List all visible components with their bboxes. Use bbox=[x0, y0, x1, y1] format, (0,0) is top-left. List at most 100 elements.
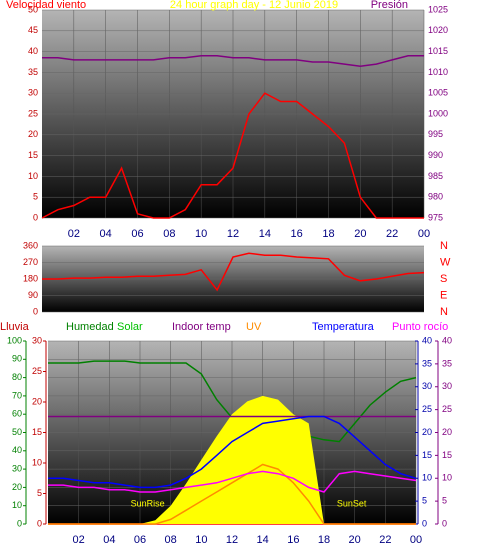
y-tick-label: 25 bbox=[28, 108, 38, 118]
y3-tick-label: 15 bbox=[32, 427, 42, 437]
x-tick-label: 16 bbox=[291, 228, 303, 240]
y-tick-label: 180 bbox=[23, 273, 38, 283]
y-axis-title: Velocidad viento bbox=[6, 0, 86, 11]
y-tick-label: 0 bbox=[17, 518, 22, 528]
y2-tick-label: N bbox=[440, 306, 448, 318]
line bbox=[48, 415, 417, 489]
y-tick-label: 30 bbox=[28, 88, 38, 98]
legend-entry: Solar bbox=[117, 321, 143, 333]
y2-tick-label: 985 bbox=[428, 171, 443, 181]
legend-entry: Punto rocío bbox=[392, 321, 448, 333]
annotation: SunSet bbox=[337, 498, 367, 508]
y2-tick-label: 15 bbox=[422, 450, 432, 460]
y-tick-label: 20 bbox=[28, 129, 38, 139]
y2-tick-label: 1015 bbox=[428, 46, 448, 56]
y-tick-label: 90 bbox=[12, 354, 22, 364]
y2-tick-label: 10 bbox=[422, 473, 432, 483]
y2-tick-label: S bbox=[440, 273, 447, 285]
y3-tick-label: 25 bbox=[32, 366, 42, 376]
y-tick-label: 360 bbox=[23, 240, 38, 250]
y2-tick-label: 1025 bbox=[428, 4, 448, 14]
y2-tick-label: 15 bbox=[442, 450, 452, 460]
x-tick-label: 22 bbox=[379, 534, 391, 546]
x-tick-label: 18 bbox=[318, 534, 330, 546]
x-tick-label: 04 bbox=[100, 228, 112, 240]
annotation: SunRise bbox=[131, 498, 165, 508]
line bbox=[41, 92, 424, 219]
x-tick-label: 18 bbox=[322, 228, 334, 240]
y2-tick-label: E bbox=[440, 289, 447, 301]
y-tick-label: 270 bbox=[23, 257, 38, 267]
y2-tick-label: 0 bbox=[422, 518, 427, 528]
y2-tick-label: 25 bbox=[442, 404, 452, 414]
y2-tick-label: 1005 bbox=[428, 88, 448, 98]
x-tick-label: 12 bbox=[227, 228, 239, 240]
y-tick-label: 50 bbox=[12, 427, 22, 437]
y2-tick-label: 30 bbox=[442, 381, 452, 391]
y2-tick-label: W bbox=[440, 256, 451, 268]
y3-tick-label: 20 bbox=[32, 396, 42, 406]
x-tick-label: 08 bbox=[165, 534, 177, 546]
y-tick-label: 20 bbox=[12, 482, 22, 492]
x-tick-label: 10 bbox=[195, 534, 207, 546]
y2-tick-label: 35 bbox=[422, 358, 432, 368]
y2-tick-label: 10 bbox=[442, 473, 452, 483]
y-tick-label: 80 bbox=[12, 372, 22, 382]
x-tick-label: 10 bbox=[195, 228, 207, 240]
x-tick-label: 14 bbox=[259, 228, 271, 240]
y2-tick-label: 975 bbox=[428, 212, 443, 222]
y2-tick-label: 40 bbox=[422, 335, 432, 345]
y-tick-label: 40 bbox=[12, 445, 22, 455]
y2-tick-label: 990 bbox=[428, 150, 443, 160]
x-tick-label: 22 bbox=[386, 228, 398, 240]
line bbox=[48, 470, 417, 493]
line bbox=[42, 55, 424, 67]
y-tick-label: 90 bbox=[28, 290, 38, 300]
line bbox=[42, 252, 425, 292]
x-tick-label: 06 bbox=[131, 228, 143, 240]
y2-tick-label: 30 bbox=[422, 381, 432, 391]
y2-tick-label: 5 bbox=[442, 496, 447, 506]
y-tick-label: 60 bbox=[12, 409, 22, 419]
legend-entry: Temperatura bbox=[312, 321, 375, 333]
x-tick-label: 12 bbox=[226, 534, 238, 546]
x-tick-label: 08 bbox=[163, 228, 175, 240]
y2-tick-label: 25 bbox=[422, 404, 432, 414]
legend-entry: Indoor temp bbox=[172, 321, 231, 333]
legend-entry: Humedad bbox=[66, 321, 114, 333]
y2-tick-label: 1010 bbox=[428, 67, 448, 77]
y-tick-label: 5 bbox=[33, 192, 38, 202]
line bbox=[48, 463, 416, 525]
y3-tick-label: 5 bbox=[37, 488, 42, 498]
y3-tick-label: 10 bbox=[32, 457, 42, 467]
legend-entry: Lluvia bbox=[0, 321, 30, 333]
chart-title: 24 hour graph day - 12 Junio 2019 bbox=[170, 0, 338, 11]
area bbox=[48, 395, 416, 524]
y-tick-label: 10 bbox=[28, 171, 38, 181]
y-tick-label: 45 bbox=[28, 25, 38, 35]
y-tick-label: 30 bbox=[12, 463, 22, 473]
y-tick-label: 70 bbox=[12, 390, 22, 400]
legend-entry: UV bbox=[246, 321, 262, 333]
y2-tick-label: 1020 bbox=[428, 25, 448, 35]
y2-tick-label: 35 bbox=[442, 358, 452, 368]
y3-tick-label: 30 bbox=[32, 335, 42, 345]
x-tick-label: 14 bbox=[257, 534, 269, 546]
y2-tick-label: 980 bbox=[428, 192, 443, 202]
x-tick-label: 06 bbox=[134, 534, 146, 546]
x-tick-label: 00 bbox=[418, 228, 430, 240]
y-tick-label: 35 bbox=[28, 67, 38, 77]
x-tick-label: 02 bbox=[73, 534, 85, 546]
x-tick-label: 02 bbox=[68, 228, 80, 240]
y2-tick-label: 1000 bbox=[428, 108, 448, 118]
y3-tick-label: 0 bbox=[37, 518, 42, 528]
y2-tick-label: 40 bbox=[442, 335, 452, 345]
y-tick-label: 10 bbox=[12, 500, 22, 510]
x-tick-label: 00 bbox=[410, 534, 422, 546]
x-tick-label: 04 bbox=[103, 534, 115, 546]
y2-tick-label: 20 bbox=[422, 427, 432, 437]
y-tick-label: 15 bbox=[28, 150, 38, 160]
y-tick-label: 0 bbox=[33, 212, 38, 222]
y2-tick-label: 5 bbox=[422, 496, 427, 506]
